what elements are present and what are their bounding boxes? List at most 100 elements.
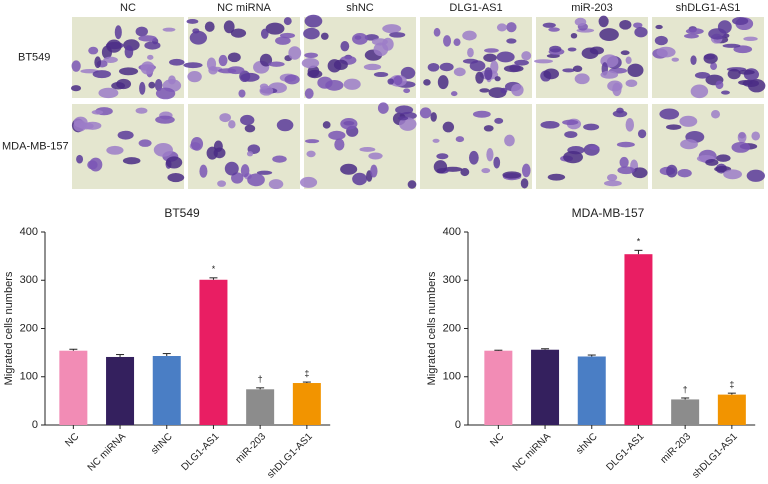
- stained-cell: [395, 105, 414, 115]
- stained-cell: [708, 28, 727, 40]
- stained-cell: [76, 154, 84, 164]
- stained-cell: [467, 47, 474, 58]
- stained-cell: [655, 24, 663, 30]
- x-tick-label: NC miRNA: [86, 431, 129, 474]
- stained-cell: [671, 57, 679, 62]
- column-label: shDLG1-AS1: [676, 2, 741, 14]
- stained-cell: [690, 84, 709, 99]
- micrograph: [420, 17, 532, 99]
- stained-cell: [92, 70, 111, 79]
- stained-cell: [589, 145, 600, 150]
- stained-cell: [83, 121, 102, 130]
- stained-cell: [574, 17, 587, 26]
- stained-cell: [680, 139, 698, 150]
- stained-cell: [731, 141, 751, 153]
- micrograph: [301, 14, 416, 99]
- stained-cell: [155, 115, 175, 124]
- y-tick-label: 100: [443, 371, 461, 383]
- stained-cell: [721, 90, 730, 95]
- y-tick-label: 400: [443, 226, 461, 238]
- stained-cell: [506, 22, 517, 33]
- stained-cell: [654, 35, 668, 46]
- stained-cell: [300, 176, 318, 188]
- stained-cell: [603, 180, 622, 187]
- stained-cell: [275, 36, 291, 45]
- stained-cell: [111, 81, 126, 90]
- stained-cell: [612, 110, 628, 118]
- x-tick-label: shDLG1-AS1: [265, 431, 315, 479]
- stained-cell: [436, 153, 449, 160]
- stained-cell: [633, 22, 643, 29]
- stained-cell: [227, 52, 241, 63]
- stained-cell: [563, 150, 583, 164]
- stained-cell: [276, 119, 294, 132]
- stained-cell: [283, 17, 292, 26]
- stained-cell: [187, 71, 202, 83]
- stained-cell: [504, 134, 515, 147]
- stained-cell: [450, 91, 458, 97]
- stained-cell: [118, 67, 139, 76]
- stained-cell: [403, 88, 411, 94]
- bar: [59, 350, 88, 425]
- stained-cell: [496, 51, 515, 63]
- x-tick-label: shNC: [574, 431, 599, 456]
- stained-cell: [268, 179, 284, 190]
- stained-cell: [583, 123, 600, 131]
- stained-cell: [306, 150, 316, 158]
- stained-cell: [472, 110, 491, 118]
- bar: [531, 349, 560, 425]
- stained-cell: [352, 33, 368, 45]
- stained-cell: [389, 32, 406, 38]
- stained-cell: [89, 157, 103, 172]
- stained-cell: [224, 161, 239, 176]
- stained-cell: [462, 30, 477, 41]
- stained-cell: [359, 146, 376, 152]
- stained-cell: [135, 26, 148, 37]
- y-tick-label: 300: [20, 274, 38, 286]
- bar: [671, 399, 700, 425]
- stained-cell: [183, 62, 203, 69]
- stained-cell: [304, 52, 319, 59]
- stained-cell: [606, 173, 618, 182]
- stained-cell: [600, 70, 619, 79]
- x-tick-label: miR-203: [659, 431, 694, 466]
- stained-cell: [317, 76, 333, 89]
- stained-cell: [572, 65, 583, 73]
- stained-cell: [703, 53, 718, 64]
- stained-cell: [694, 72, 711, 79]
- bar: [577, 356, 606, 425]
- stained-cell: [574, 73, 590, 85]
- bar: [106, 356, 135, 425]
- stained-cell: [398, 117, 417, 131]
- stained-cell: [599, 28, 619, 42]
- stained-cell: [230, 28, 247, 38]
- bar: [717, 394, 746, 425]
- stained-cell: [246, 151, 254, 157]
- stained-cell: [625, 118, 634, 132]
- stained-cell: [722, 43, 741, 48]
- stained-cell: [549, 45, 562, 53]
- stained-cell: [240, 164, 250, 178]
- significance-mark: *: [637, 237, 641, 247]
- stained-cell: [407, 180, 417, 189]
- stained-cell: [334, 138, 345, 151]
- stained-cell: [479, 88, 490, 93]
- stained-cell: [138, 139, 152, 147]
- stained-cell: [423, 79, 431, 86]
- stained-cell: [625, 79, 638, 88]
- stained-cell: [462, 58, 479, 64]
- stained-cell: [433, 27, 441, 37]
- stained-cell: [581, 47, 599, 59]
- stained-cell: [679, 115, 698, 127]
- stained-cell: [322, 121, 331, 129]
- stained-cell: [567, 47, 577, 52]
- x-tick-label: DLG1-AS1: [604, 431, 646, 473]
- stained-cell: [340, 163, 358, 175]
- significance-mark: ‡: [304, 368, 309, 378]
- stained-cell: [455, 136, 465, 143]
- stained-cell: [751, 131, 761, 141]
- stained-cell: [71, 60, 81, 72]
- stained-cell: [666, 124, 682, 130]
- stained-cell: [543, 68, 560, 80]
- stained-cell: [494, 117, 504, 124]
